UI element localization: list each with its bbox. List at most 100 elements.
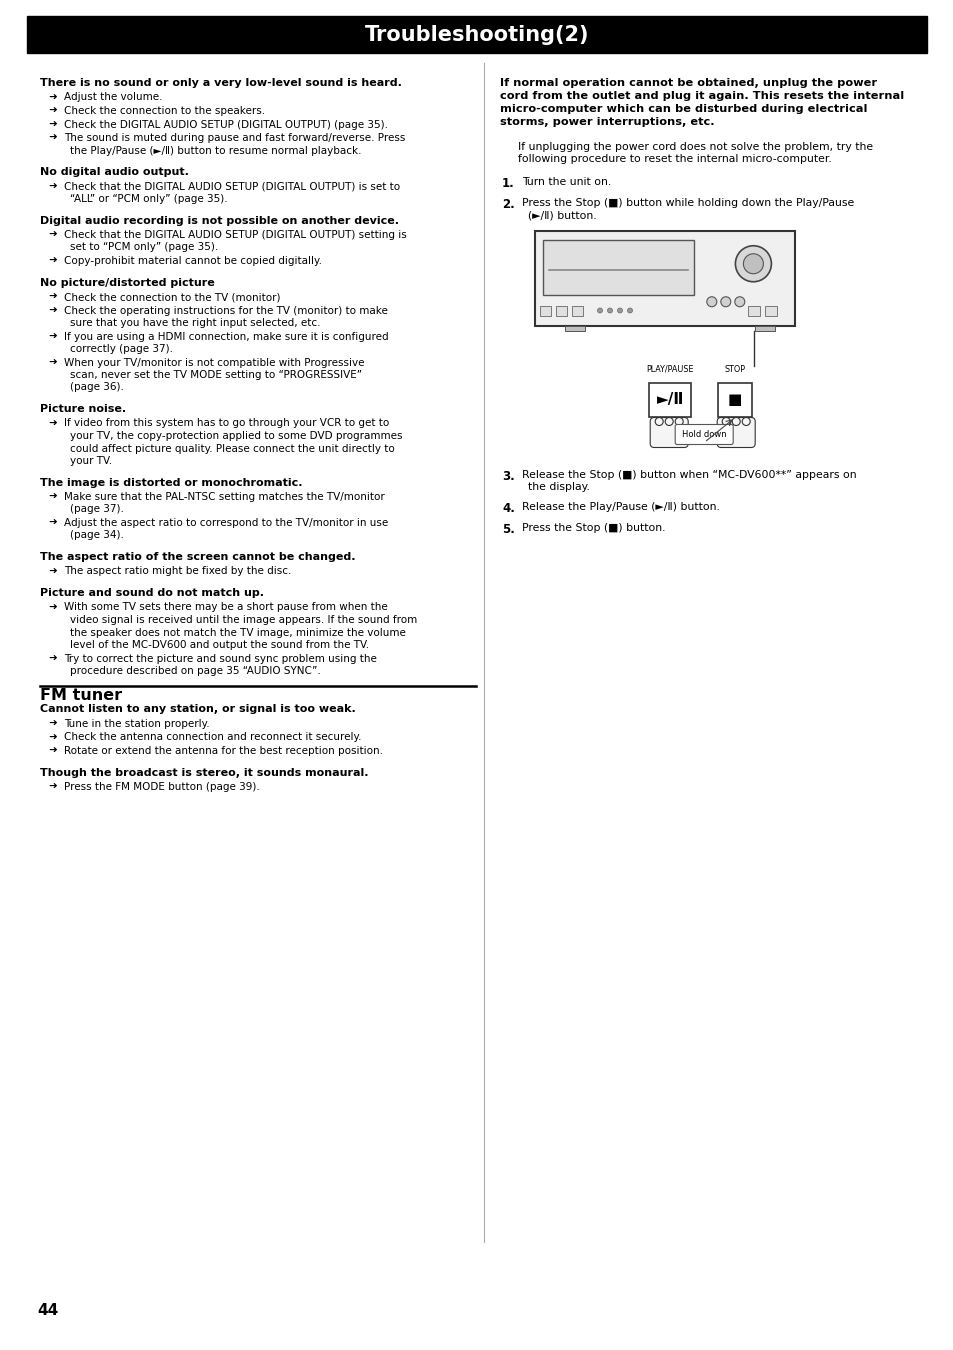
Text: the display.: the display. — [527, 482, 589, 491]
Text: 5.: 5. — [501, 522, 515, 536]
Text: The aspect ratio might be fixed by the disc.: The aspect ratio might be fixed by the d… — [64, 567, 291, 576]
Bar — [764, 305, 777, 316]
Text: Press the FM MODE button (page 39).: Press the FM MODE button (page 39). — [64, 782, 259, 792]
Text: Press the Stop (■) button while holding down the Play/Pause: Press the Stop (■) button while holding … — [521, 197, 853, 208]
Bar — [754, 325, 774, 331]
Text: ➜: ➜ — [48, 602, 56, 613]
Text: 2.: 2. — [501, 197, 515, 211]
Text: (page 37).: (page 37). — [70, 505, 124, 514]
Circle shape — [627, 308, 632, 313]
Text: Rotate or extend the antenna for the best reception position.: Rotate or extend the antenna for the bes… — [64, 747, 382, 756]
Text: Make sure that the PAL-NTSC setting matches the TV/monitor: Make sure that the PAL-NTSC setting matc… — [64, 491, 384, 502]
Text: ➜: ➜ — [48, 120, 56, 130]
Text: ➜: ➜ — [48, 358, 56, 367]
Circle shape — [734, 297, 744, 306]
FancyBboxPatch shape — [535, 231, 794, 325]
Text: 1.: 1. — [501, 177, 515, 190]
Text: ➜: ➜ — [48, 567, 56, 576]
Text: could affect picture quality. Please connect the unit directly to: could affect picture quality. Please con… — [70, 444, 395, 454]
Text: set to “PCM only” (page 35).: set to “PCM only” (page 35). — [70, 243, 218, 252]
Text: ➜: ➜ — [48, 418, 56, 428]
Text: video signal is received until the image appears. If the sound from: video signal is received until the image… — [70, 616, 416, 625]
Circle shape — [597, 308, 602, 313]
Bar — [572, 305, 582, 316]
FancyBboxPatch shape — [650, 417, 687, 447]
Text: Digital audio recording is not possible on another device.: Digital audio recording is not possible … — [40, 216, 398, 225]
Text: ►/Ⅱ: ►/Ⅱ — [656, 392, 683, 406]
Circle shape — [720, 297, 730, 306]
FancyBboxPatch shape — [718, 382, 751, 417]
Text: sure that you have the right input selected, etc.: sure that you have the right input selec… — [70, 319, 320, 328]
Text: procedure described on page 35 “AUDIO SYNC”.: procedure described on page 35 “AUDIO SY… — [70, 666, 320, 676]
Text: ➜: ➜ — [48, 230, 56, 240]
Circle shape — [732, 417, 740, 425]
Text: Cannot listen to any station, or signal is too weak.: Cannot listen to any station, or signal … — [40, 705, 355, 714]
Text: The sound is muted during pause and fast forward/reverse. Press: The sound is muted during pause and fast… — [64, 134, 405, 143]
Text: Though the broadcast is stereo, it sounds monaural.: Though the broadcast is stereo, it sound… — [40, 768, 368, 778]
Text: storms, power interruptions, etc.: storms, power interruptions, etc. — [499, 117, 714, 127]
Text: Picture noise.: Picture noise. — [40, 404, 126, 414]
Text: 4.: 4. — [501, 502, 515, 516]
Text: ➜: ➜ — [48, 653, 56, 663]
Text: 3.: 3. — [501, 470, 515, 482]
Text: Release the Play/Pause (►/Ⅱ) button.: Release the Play/Pause (►/Ⅱ) button. — [521, 502, 720, 513]
Text: ➜: ➜ — [48, 733, 56, 743]
Text: The aspect ratio of the screen cannot be changed.: The aspect ratio of the screen cannot be… — [40, 552, 355, 562]
Text: If video from this system has to go through your VCR to get to: If video from this system has to go thro… — [64, 418, 389, 428]
Text: ➜: ➜ — [48, 181, 56, 192]
Text: Check the operating instructions for the TV (monitor) to make: Check the operating instructions for the… — [64, 305, 388, 316]
Text: level of the MC-DV600 and output the sound from the TV.: level of the MC-DV600 and output the sou… — [70, 640, 369, 649]
Text: Check the DIGITAL AUDIO SETUP (DIGITAL OUTPUT) (page 35).: Check the DIGITAL AUDIO SETUP (DIGITAL O… — [64, 120, 388, 130]
Text: ➜: ➜ — [48, 782, 56, 792]
Text: Try to correct the picture and sound sync problem using the: Try to correct the picture and sound syn… — [64, 653, 376, 663]
Text: PLAY/PAUSE: PLAY/PAUSE — [646, 364, 693, 374]
Bar — [27, 16, 926, 53]
Text: Check that the DIGITAL AUDIO SETUP (DIGITAL OUTPUT) setting is: Check that the DIGITAL AUDIO SETUP (DIGI… — [64, 230, 406, 240]
Text: ➜: ➜ — [48, 292, 56, 302]
Text: No picture/distorted picture: No picture/distorted picture — [40, 278, 214, 288]
Text: Troubleshooting(2): Troubleshooting(2) — [364, 26, 589, 45]
Text: (►/Ⅱ) button.: (►/Ⅱ) button. — [527, 211, 596, 220]
Text: (page 34).: (page 34). — [70, 531, 124, 540]
Text: Tune in the station properly.: Tune in the station properly. — [64, 720, 210, 729]
Text: STOP: STOP — [724, 364, 745, 374]
Circle shape — [721, 417, 729, 425]
Text: ➜: ➜ — [48, 107, 56, 116]
Text: There is no sound or only a very low-level sound is heard.: There is no sound or only a very low-lev… — [40, 78, 401, 88]
Bar — [747, 305, 760, 316]
Text: Release the Stop (■) button when “MC-DV600**” appears on: Release the Stop (■) button when “MC-DV6… — [521, 470, 856, 479]
Text: When your TV/monitor is not compatible with Progressive: When your TV/monitor is not compatible w… — [64, 358, 364, 367]
Text: Check the connection to the speakers.: Check the connection to the speakers. — [64, 107, 265, 116]
Bar — [564, 325, 584, 331]
Text: the speaker does not match the TV image, minimize the volume: the speaker does not match the TV image,… — [70, 628, 405, 637]
Text: ➜: ➜ — [48, 747, 56, 756]
Text: Copy-prohibit material cannot be copied digitally.: Copy-prohibit material cannot be copied … — [64, 256, 322, 266]
Text: Check the antenna connection and reconnect it securely.: Check the antenna connection and reconne… — [64, 733, 361, 743]
Circle shape — [735, 246, 771, 282]
Text: ➜: ➜ — [48, 305, 56, 316]
Text: Turn the unit on.: Turn the unit on. — [521, 177, 611, 188]
Circle shape — [607, 308, 612, 313]
Text: Check the connection to the TV (monitor): Check the connection to the TV (monitor) — [64, 292, 280, 302]
Text: Press the Stop (■) button.: Press the Stop (■) button. — [521, 522, 665, 533]
Text: ➜: ➜ — [48, 93, 56, 103]
Text: your TV.: your TV. — [70, 456, 112, 466]
FancyBboxPatch shape — [717, 417, 755, 447]
Text: micro-computer which can be disturbed during electrical: micro-computer which can be disturbed du… — [499, 104, 866, 113]
Text: the Play/Pause (►/Ⅱ) button to resume normal playback.: the Play/Pause (►/Ⅱ) button to resume no… — [70, 146, 361, 155]
Text: If normal operation cannot be obtained, unplug the power: If normal operation cannot be obtained, … — [499, 78, 876, 88]
Circle shape — [655, 417, 662, 425]
Circle shape — [664, 417, 673, 425]
FancyBboxPatch shape — [649, 382, 691, 417]
Circle shape — [706, 297, 716, 306]
Text: scan, never set the TV MODE setting to “PROGRESSIVE”: scan, never set the TV MODE setting to “… — [70, 370, 361, 379]
Text: “ALL” or “PCM only” (page 35).: “ALL” or “PCM only” (page 35). — [70, 194, 228, 204]
Circle shape — [675, 417, 682, 425]
Text: No digital audio output.: No digital audio output. — [40, 167, 189, 177]
Text: Adjust the aspect ratio to correspond to the TV/monitor in use: Adjust the aspect ratio to correspond to… — [64, 518, 388, 528]
Text: FM tuner: FM tuner — [40, 687, 122, 702]
Text: ➜: ➜ — [48, 720, 56, 729]
Text: ➜: ➜ — [48, 518, 56, 528]
Text: Picture and sound do not match up.: Picture and sound do not match up. — [40, 589, 264, 598]
Circle shape — [741, 417, 749, 425]
